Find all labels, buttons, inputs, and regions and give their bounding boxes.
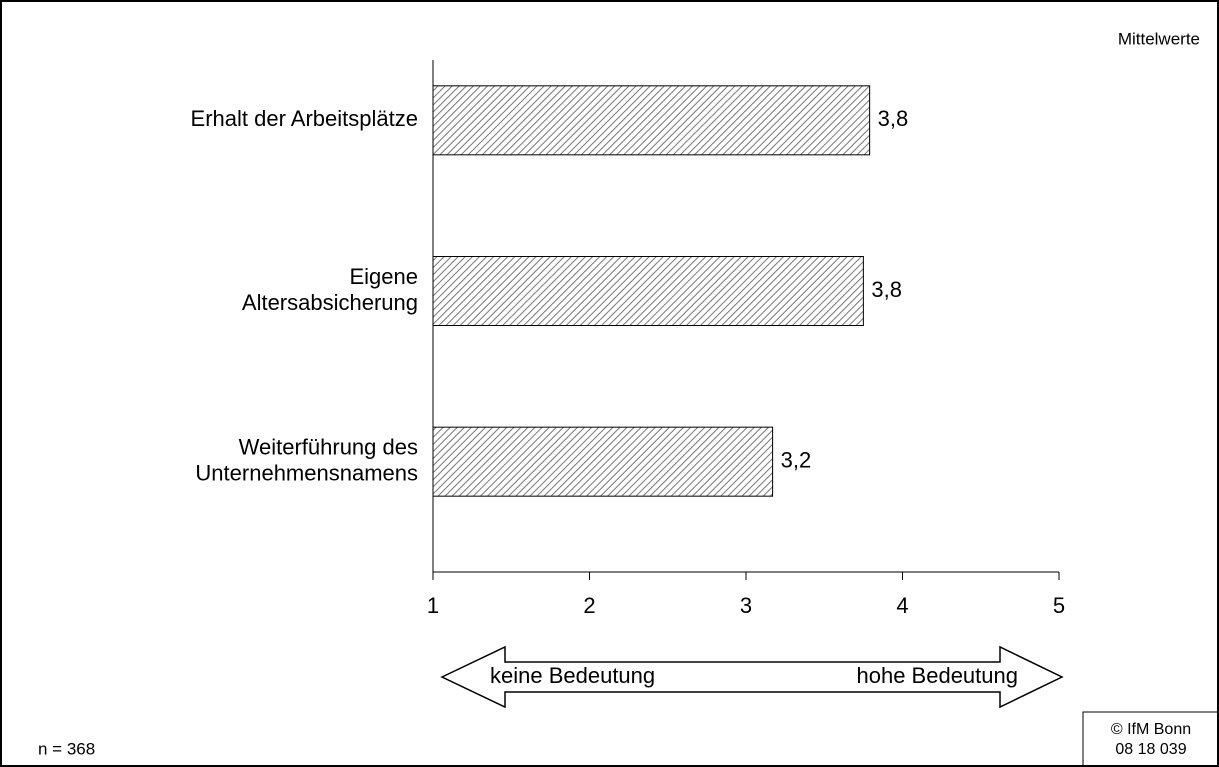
x-tick-label: 4 xyxy=(896,593,908,618)
scale-high: hohe Bedeutung xyxy=(857,663,1019,688)
scale-low: keine Bedeutung xyxy=(490,663,655,688)
unit-note: Mittelwerte xyxy=(1118,29,1200,48)
x-tick-label: 2 xyxy=(583,593,595,618)
bar xyxy=(432,85,871,156)
value-label: 3,8 xyxy=(878,106,909,131)
category-label: Erhalt der Arbeitsplätze xyxy=(191,106,418,131)
scale-arrow xyxy=(440,645,1064,709)
value-label: 3,8 xyxy=(871,277,902,302)
category-label: Eigene Altersabsicherung xyxy=(242,264,418,315)
x-tick-label: 5 xyxy=(1053,593,1065,618)
source-box xyxy=(1082,711,1219,767)
sample-size: n = 368 xyxy=(38,739,95,758)
x-tick-label: 3 xyxy=(740,593,752,618)
bar xyxy=(432,426,774,497)
source: © IfM Bonn 08 18 039 xyxy=(1111,721,1191,758)
bar xyxy=(432,256,864,326)
x-tick-label: 1 xyxy=(427,593,439,618)
category-label: Weiterführung des Unternehmensnamens xyxy=(195,434,418,485)
value-label: 3,2 xyxy=(781,447,812,472)
